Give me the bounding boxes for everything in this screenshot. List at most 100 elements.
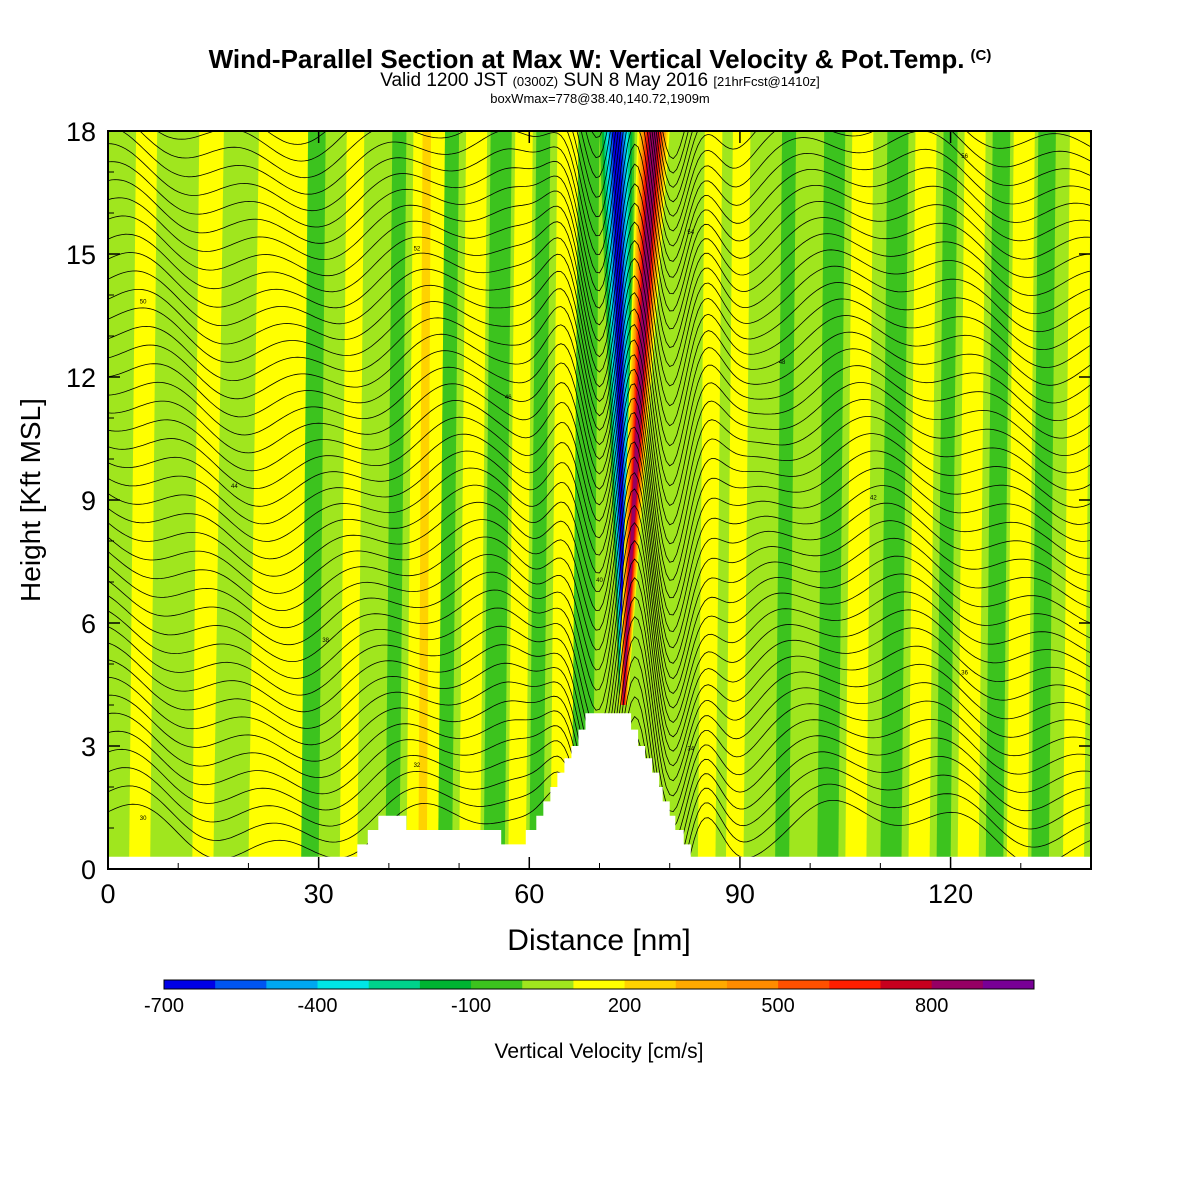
vv-band <box>936 131 958 869</box>
isentrope-label: 40 <box>596 578 603 584</box>
colorbar-tick-label: 200 <box>608 995 641 1017</box>
isentrope <box>108 221 1091 388</box>
isentrope <box>108 522 1091 724</box>
vv-band <box>301 131 326 869</box>
terrain <box>108 713 1091 869</box>
isentrope <box>108 426 1091 633</box>
colorbar-tick-label: 800 <box>915 995 948 1017</box>
vv-band <box>908 131 937 869</box>
vv-band <box>529 131 551 869</box>
chart-title: Wind-Parallel Section at Max W: Vertical… <box>0 44 1200 75</box>
y-tick-label: 6 <box>81 609 96 639</box>
colorbar: -700 -400 -100 200 500 800 <box>144 979 1035 1017</box>
chart-title-main: Wind-Parallel Section at Max W: Vertical… <box>208 44 965 74</box>
isentrope <box>108 257 1091 427</box>
isentrope-label: 36 <box>961 670 968 676</box>
colorbar-swatch <box>368 980 421 989</box>
colorbar-swatch <box>982 980 1035 989</box>
vv-band <box>775 131 797 869</box>
isentrope <box>108 472 1091 680</box>
vv-band <box>129 131 158 869</box>
vv-band <box>1031 131 1056 869</box>
x-tick-label: 120 <box>928 879 973 909</box>
colorbar-tick-label: 500 <box>761 995 794 1017</box>
isentrope-label: 48 <box>779 360 786 366</box>
isentrope <box>108 163 1091 342</box>
isentrope <box>108 275 1091 447</box>
isentrope <box>108 456 1091 664</box>
isentrope <box>108 131 1091 274</box>
isentrope <box>585 131 689 174</box>
isentrope-label: 44 <box>231 484 238 490</box>
isentrope-label: 56 <box>961 154 968 160</box>
vv-band <box>1006 131 1035 869</box>
isentrope <box>108 504 1091 709</box>
colorbar-swatch <box>829 980 881 989</box>
isentrope <box>108 202 1091 373</box>
vv-band <box>438 131 460 869</box>
isentrope <box>108 239 1091 407</box>
colorbar-swatch <box>726 980 779 989</box>
x-axis: 0 30 60 90 120 <box>100 131 1092 909</box>
isentrope-label: 42 <box>870 496 877 502</box>
colorbar-swatch <box>778 980 830 989</box>
isentrope <box>266 131 1091 203</box>
isentrope <box>108 339 1091 526</box>
isentrope <box>108 383 1091 581</box>
isentrope <box>580 131 693 188</box>
valid-date: SUN 8 May 2016 <box>563 70 709 91</box>
vv-band <box>880 131 909 869</box>
colorbar-swatch <box>419 980 472 989</box>
isentrope-label: 54 <box>687 230 694 236</box>
isentrope <box>108 715 1091 869</box>
vv-band <box>459 131 488 869</box>
vv-band <box>339 131 365 869</box>
vv-band <box>550 131 579 869</box>
vv-band <box>957 131 986 869</box>
colorbar-border <box>163 979 1035 990</box>
vv-band <box>697 131 723 869</box>
vv-band <box>817 131 846 869</box>
valid-utc: (0300Z) <box>512 74 559 89</box>
isentrope-label: 60 <box>596 62 603 68</box>
y-tick-label: 15 <box>66 240 96 270</box>
isentrope <box>108 131 1091 309</box>
isentrope <box>108 324 1091 507</box>
terrain-profile <box>108 713 1091 869</box>
vv-band <box>483 131 512 869</box>
isentrope <box>591 131 685 160</box>
colorbar-swatch <box>215 980 267 989</box>
isentrope <box>108 441 1091 649</box>
valid-time: Valid 1200 JST <box>380 70 508 91</box>
colorbar-swatch <box>675 980 728 989</box>
x-axis-label: Distance [nm] <box>507 924 690 957</box>
x-tick-label: 30 <box>304 879 334 909</box>
y-tick-label: 18 <box>66 117 96 147</box>
x-tick-label: 0 <box>100 879 115 909</box>
colorbar-swatch <box>624 980 677 989</box>
vv-band <box>192 131 224 869</box>
isentrope <box>108 292 1091 467</box>
colorbar-swatch <box>266 980 319 989</box>
isentrope <box>108 183 1091 358</box>
isentrope <box>108 131 1091 292</box>
isentrope-label: 58 <box>322 121 329 127</box>
isentrope <box>108 488 1091 695</box>
isentrope-label: 50 <box>140 300 147 306</box>
y-tick-label: 0 <box>81 855 96 885</box>
y-axis-label: Height [Kft MSL] <box>15 398 46 602</box>
colorbar-label: Vertical Velocity [cm/s] <box>495 1040 704 1063</box>
vv-band <box>508 131 533 869</box>
box-wmax-info: boxWmax=778@38.40,140.72,1909m <box>490 91 710 106</box>
isentrope <box>108 308 1091 487</box>
isentrope-label: 30 <box>140 816 147 822</box>
chart-subtitle: Valid 1200 JST (0300Z) SUN 8 May 2016 [2… <box>0 70 1200 92</box>
colorbar-swatch <box>573 980 626 989</box>
colorbar-swatch <box>164 980 216 989</box>
copyright-mark: (C) <box>970 47 992 64</box>
colorbar-tick-label: -700 <box>144 995 184 1017</box>
vv-band <box>418 131 431 869</box>
isentrope <box>108 696 1091 869</box>
